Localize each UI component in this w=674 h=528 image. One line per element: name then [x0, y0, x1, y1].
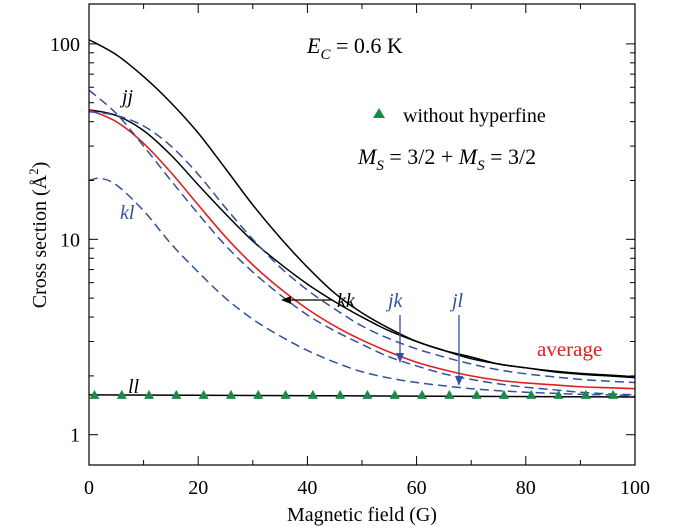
hyperfine-marker — [307, 389, 318, 399]
label-average: average — [537, 337, 602, 361]
series-average-line — [88, 109, 636, 390]
label-kk: kk — [337, 290, 356, 312]
y-tick-label: 10 — [60, 229, 80, 251]
x-tick-label: 80 — [516, 477, 536, 499]
hyperfine-marker — [389, 389, 400, 399]
energy-annotation: EC = 0.6 K — [306, 33, 403, 63]
hyperfine-marker — [253, 389, 264, 399]
jk-pointer-head — [396, 353, 404, 363]
ms-annotation: MS = 3/2 + MS = 3/2 — [357, 144, 536, 174]
y-axis-title: Cross section (Å2) — [26, 162, 51, 309]
label-jj: jj — [119, 86, 134, 108]
hyperfine-marker — [144, 389, 155, 399]
hyperfine-marker — [580, 389, 591, 399]
curve-layer — [88, 39, 636, 398]
legend-label: without hyperfine — [403, 105, 546, 127]
hyperfine-marker — [335, 389, 346, 399]
hyperfine-marker — [171, 389, 182, 399]
x-tick-label: 100 — [620, 477, 650, 499]
marker-layer — [89, 389, 619, 399]
label-kl: kl — [120, 202, 135, 224]
x-axis-title: Magnetic field (G) — [287, 504, 437, 526]
hyperfine-marker — [362, 389, 373, 399]
label-jk: jk — [385, 290, 404, 312]
x-tick-label: 0 — [84, 477, 94, 499]
y-tick-label: 100 — [50, 34, 80, 56]
hyperfine-marker — [225, 389, 236, 399]
label-jl: jl — [449, 290, 464, 312]
axis-ticks — [88, 4, 636, 465]
x-tick-label: 40 — [297, 477, 317, 499]
series-jk-line — [88, 110, 636, 384]
hyperfine-marker — [553, 389, 564, 399]
jl-pointer-head — [455, 376, 463, 386]
series-kk-line — [88, 109, 636, 379]
hyperfine-marker — [526, 389, 537, 399]
hyperfine-marker — [498, 389, 509, 399]
legend-marker — [373, 108, 385, 118]
hyperfine-marker — [608, 389, 619, 399]
hyperfine-marker — [444, 389, 455, 399]
kk-pointer-head — [281, 296, 291, 304]
hyperfine-marker — [89, 389, 100, 399]
series-ll-line — [88, 394, 636, 398]
hyperfine-marker — [116, 389, 127, 399]
hyperfine-marker — [417, 389, 428, 399]
series-jl-line — [88, 89, 636, 396]
hyperfine-marker — [198, 389, 209, 399]
hyperfine-marker — [280, 389, 291, 399]
label-ll: ll — [128, 376, 140, 398]
x-tick-label: 60 — [407, 477, 427, 499]
hyperfine-marker — [471, 389, 482, 399]
series-kl-line — [88, 177, 636, 397]
x-tick-label: 20 — [188, 477, 208, 499]
y-tick-label: 1 — [70, 425, 80, 447]
